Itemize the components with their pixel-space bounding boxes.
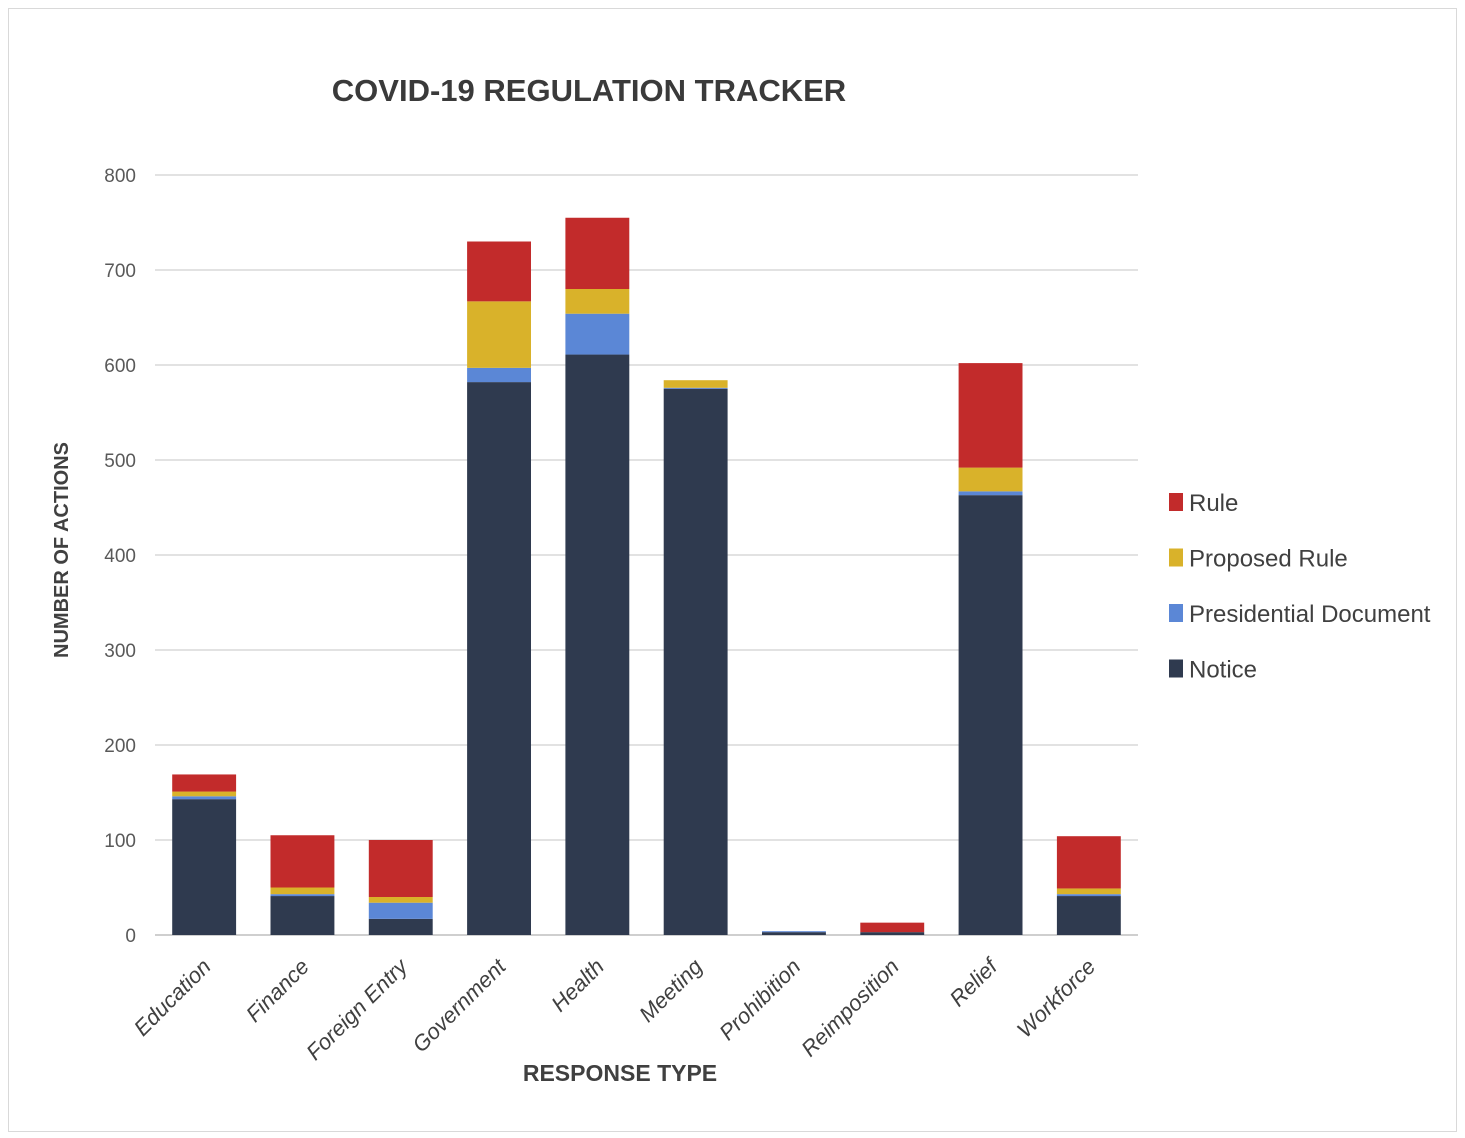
bar-segment-notice	[565, 354, 630, 935]
category-label: Relief	[945, 952, 1004, 1011]
category-label: Foreign Entry	[301, 952, 413, 1064]
y-tick-labels: 0 100 200 300 400 500 600 700 800	[104, 166, 136, 947]
y-tick-label: 0	[125, 926, 136, 947]
bar-segment-proposed-rule	[368, 897, 433, 903]
bar-segment-presidential-document	[762, 931, 826, 933]
bar-segment-presidential-document	[172, 796, 237, 800]
bar-group-relief	[958, 363, 1023, 935]
legend-item-notice: Notice	[1169, 657, 1257, 684]
bar-group-finance	[270, 835, 335, 935]
category-label: Workforce	[1012, 954, 1101, 1043]
legend-swatch	[1169, 659, 1183, 678]
bar-segment-proposed-rule	[467, 301, 531, 368]
bar-group-workforce	[1056, 836, 1121, 935]
bar-segment-notice	[467, 382, 531, 936]
bar-segment-notice	[1056, 896, 1121, 935]
legend-label: Rule	[1189, 490, 1238, 517]
legend: Rule Proposed Rule Presidential Document No…	[1169, 490, 1431, 684]
y-tick-label: 300	[104, 641, 136, 662]
legend-item-proposed-rule: Proposed Rule	[1169, 546, 1348, 573]
bar-segment-rule	[958, 363, 1023, 468]
legend-label: Presidential Document	[1189, 601, 1431, 628]
x-axis-title: RESPONSE TYPE	[523, 1060, 717, 1086]
bar-segment-rule	[467, 241, 531, 302]
bar-group-reimposition	[860, 922, 925, 935]
bar-segment-proposed-rule	[1056, 888, 1121, 895]
legend-item-presidential-document: Presidential Document	[1169, 601, 1431, 628]
category-label: Government	[407, 953, 511, 1057]
legend-swatch	[1169, 548, 1183, 567]
legend-label: Notice	[1189, 657, 1257, 684]
bar-group-education	[172, 774, 237, 935]
bar-segment-rule	[368, 840, 433, 897]
chart-frame	[8, 8, 1457, 1132]
bar-group-meeting	[663, 380, 728, 935]
y-tick-label: 200	[104, 736, 136, 757]
bar-segment-rule	[1056, 836, 1121, 889]
bar-segment-presidential-document	[270, 894, 335, 897]
bar-segment-notice	[958, 495, 1023, 935]
bar-segment-notice	[172, 799, 237, 935]
legend-item-rule: Rule	[1169, 490, 1238, 517]
bar-segment-presidential-document	[565, 313, 630, 355]
bar-group-foreign-entry	[368, 840, 433, 935]
bar-segment-notice	[860, 932, 925, 935]
legend-swatch	[1169, 604, 1183, 622]
bar-segment-notice	[270, 896, 335, 935]
bar-segment-rule	[172, 774, 237, 792]
bar-segment-proposed-rule	[663, 380, 728, 388]
bar-segment-presidential-document	[368, 902, 433, 919]
bar-segment-rule	[270, 835, 335, 888]
category-label: Finance	[241, 954, 314, 1027]
bar-group-health	[565, 217, 630, 935]
y-tick-label: 100	[104, 831, 136, 852]
category-label: Meeting	[634, 953, 708, 1027]
y-tick-label: 500	[104, 451, 136, 472]
bar-segment-notice	[762, 932, 826, 935]
bar-segment-proposed-rule	[565, 289, 630, 314]
bar-segment-presidential-document	[1056, 894, 1121, 897]
y-tick-label: 600	[104, 356, 136, 377]
bar-segment-notice	[663, 388, 728, 935]
bar-segment-presidential-document	[663, 387, 728, 389]
bar-segment-proposed-rule	[270, 887, 335, 895]
bars	[172, 217, 1121, 936]
bar-segment-rule	[565, 217, 630, 289]
bar-group-prohibition	[762, 931, 826, 935]
y-axis-title: NUMBER OF ACTIONS	[51, 442, 73, 658]
category-label: Education	[129, 954, 216, 1041]
category-label: Health	[546, 954, 609, 1017]
bar-segment-notice	[368, 918, 433, 935]
legend-label: Proposed Rule	[1189, 546, 1348, 573]
bar-group-government	[467, 241, 531, 936]
y-tick-label: 800	[104, 166, 136, 187]
legend-swatch	[1169, 493, 1183, 511]
y-tick-label: 400	[104, 546, 136, 567]
bar-segment-presidential-document	[958, 491, 1023, 496]
y-tick-label: 700	[104, 261, 136, 282]
bar-segment-rule	[860, 922, 925, 933]
chart-title: COVID-19 REGULATION TRACKER	[332, 73, 846, 108]
category-label: Reimposition	[796, 954, 904, 1062]
bar-segment-presidential-document	[467, 367, 531, 383]
bar-segment-proposed-rule	[958, 467, 1023, 492]
bar-segment-proposed-rule	[172, 791, 237, 797]
category-label: Prohibition	[714, 954, 805, 1045]
